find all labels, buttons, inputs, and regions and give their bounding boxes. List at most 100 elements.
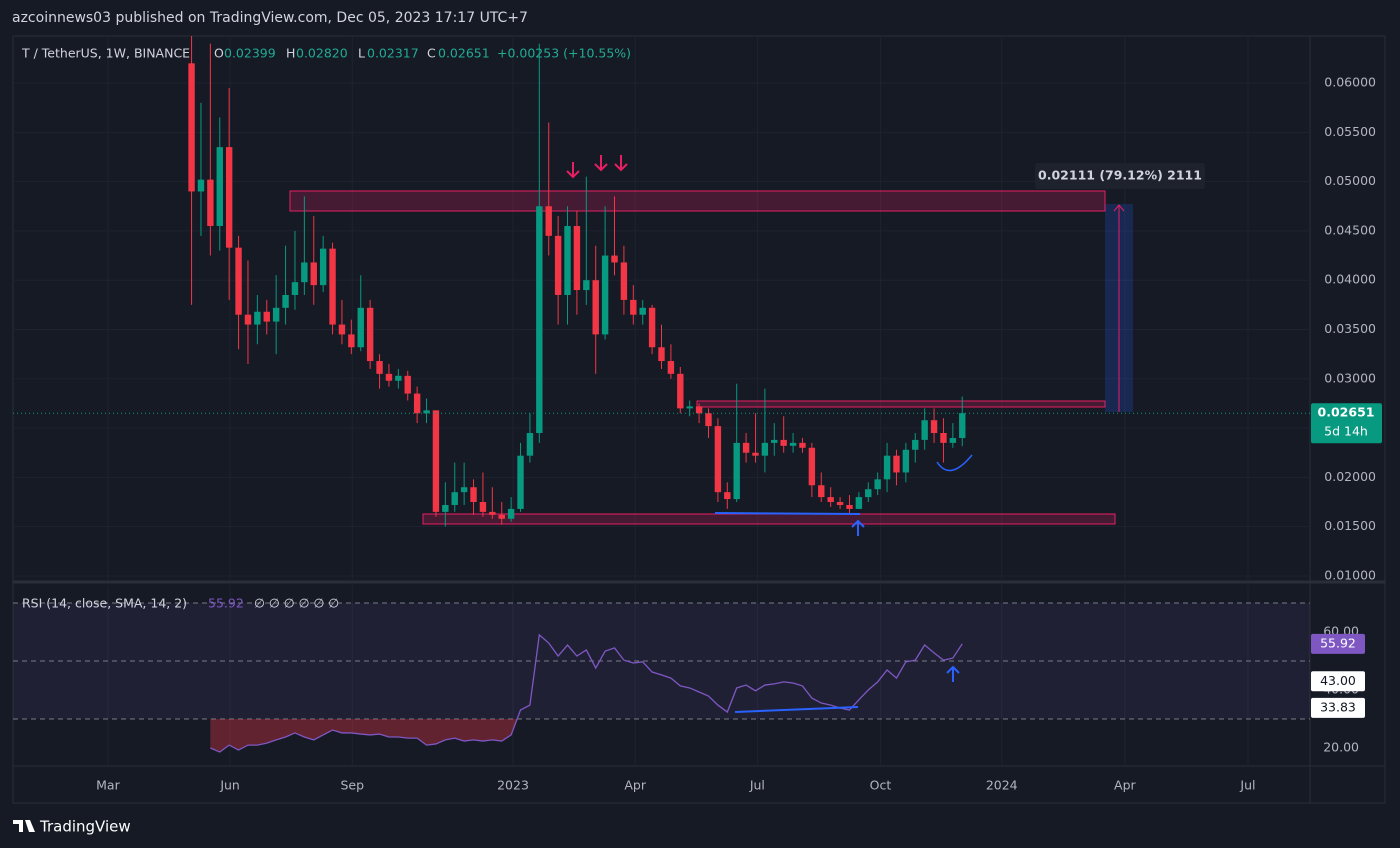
candle-body [197,179,205,192]
candle-body [874,479,881,490]
down-arrow [594,155,608,172]
candle-body [846,504,853,509]
candle-body [611,255,618,263]
legend-change: +0.00253 (+10.55%) [497,46,631,61]
candle-body [592,280,599,335]
candle-body [442,504,449,512]
up-arrow [851,519,865,536]
y-tick-label: 0.02000 [1324,469,1376,484]
rsi-title: RSI (14, close, SMA, 14, 2) [22,596,187,611]
countdown: 5d 14h [1324,424,1368,439]
candle-body [507,508,515,519]
candle-body [517,455,524,509]
x-tick-label: Oct [870,778,892,793]
candle-body [451,492,458,505]
candle-body [498,514,505,519]
candle-body [855,497,863,509]
candle-body [207,179,214,226]
down-arrow [566,162,580,179]
logo-icon [13,820,35,832]
candle-body [695,406,703,414]
rsi-hidden: ∅ ∅ ∅ ∅ ∅ ∅ [254,596,339,611]
symbol: T / TetherUS, 1W, BINANCE [21,46,190,61]
annotations [566,155,973,713]
y-tick-label: 0.03500 [1324,321,1376,336]
legend-key: C [427,46,436,61]
candle-body [216,147,223,226]
candle-body [225,147,233,248]
candle-body [648,307,656,348]
measure-label-box [1035,163,1205,189]
candle-body [554,235,562,295]
y-tick-label: 0.01500 [1324,518,1376,533]
x-tick-label: Apr [624,778,646,793]
y-tick-label: 0.03000 [1324,370,1376,385]
candle-body [395,375,402,381]
candle-body [771,439,778,443]
candle-body [714,426,722,493]
rsi-value: 55.92 [208,596,244,611]
rsi-value-box [1311,633,1365,654]
candle-body [836,502,844,505]
candle-body [808,447,816,486]
candle-body [639,307,646,315]
x-tick-label: 2024 [986,778,1018,793]
candle-body [188,63,195,192]
side-label: 33.83 [1320,699,1356,714]
candle-body [667,361,675,374]
legend-value: 0.02820 [296,46,348,61]
resistance-zone [289,190,1106,212]
candle-body [479,502,487,512]
candle-body [620,262,628,300]
candle-body [630,299,637,315]
candle-body [272,307,280,322]
side-label-box [1311,671,1365,692]
candle-body [583,280,590,291]
candle-body [282,294,289,308]
candle-body [460,487,468,493]
candle-body [470,487,477,503]
logo: TradingView [13,818,131,836]
publisher: azcoinnews03 published on TradingView.co… [12,10,528,26]
x-tick-label: Sep [341,778,365,793]
side-label: 43.00 [1320,673,1356,688]
candle-body [789,442,797,446]
candle-body [940,433,947,443]
candle-body [893,455,900,473]
measure-arrow [1113,204,1125,412]
measure-label: 0.02111 (79.12%) 2111 [1038,168,1202,183]
candle-body [724,492,731,500]
candle-body [902,449,910,473]
candle-body [338,324,346,335]
x-tick-label: 2023 [497,778,529,793]
x-tick-label: Jul [749,778,765,793]
candle-body [818,485,825,498]
frame [12,35,1386,804]
candle-body [827,497,834,503]
candle-body [742,442,750,453]
candle-body [912,439,919,450]
up-arrow [946,665,960,682]
candle-body [536,206,543,434]
y-tick-label: 0.04500 [1324,222,1376,237]
y-tick-label: 20.00 [1323,740,1359,755]
candle-body [865,489,872,498]
candle-body [413,393,421,414]
y-tick-label: 0.05000 [1324,173,1376,188]
candle-body [601,255,609,335]
candle-body [949,438,957,443]
candle-body [686,406,693,409]
candle-body [310,262,317,286]
candle-body [301,262,308,283]
candle-body [366,307,374,362]
candle-body [545,206,552,236]
candle-body [423,410,430,414]
trend-line [714,512,861,515]
legend-value: 0.02651 [438,46,490,61]
y-tick-label: 0.06000 [1324,75,1376,90]
support-zone [422,513,1116,525]
logo-text: TradingView [39,818,131,836]
candle-body [263,311,270,322]
